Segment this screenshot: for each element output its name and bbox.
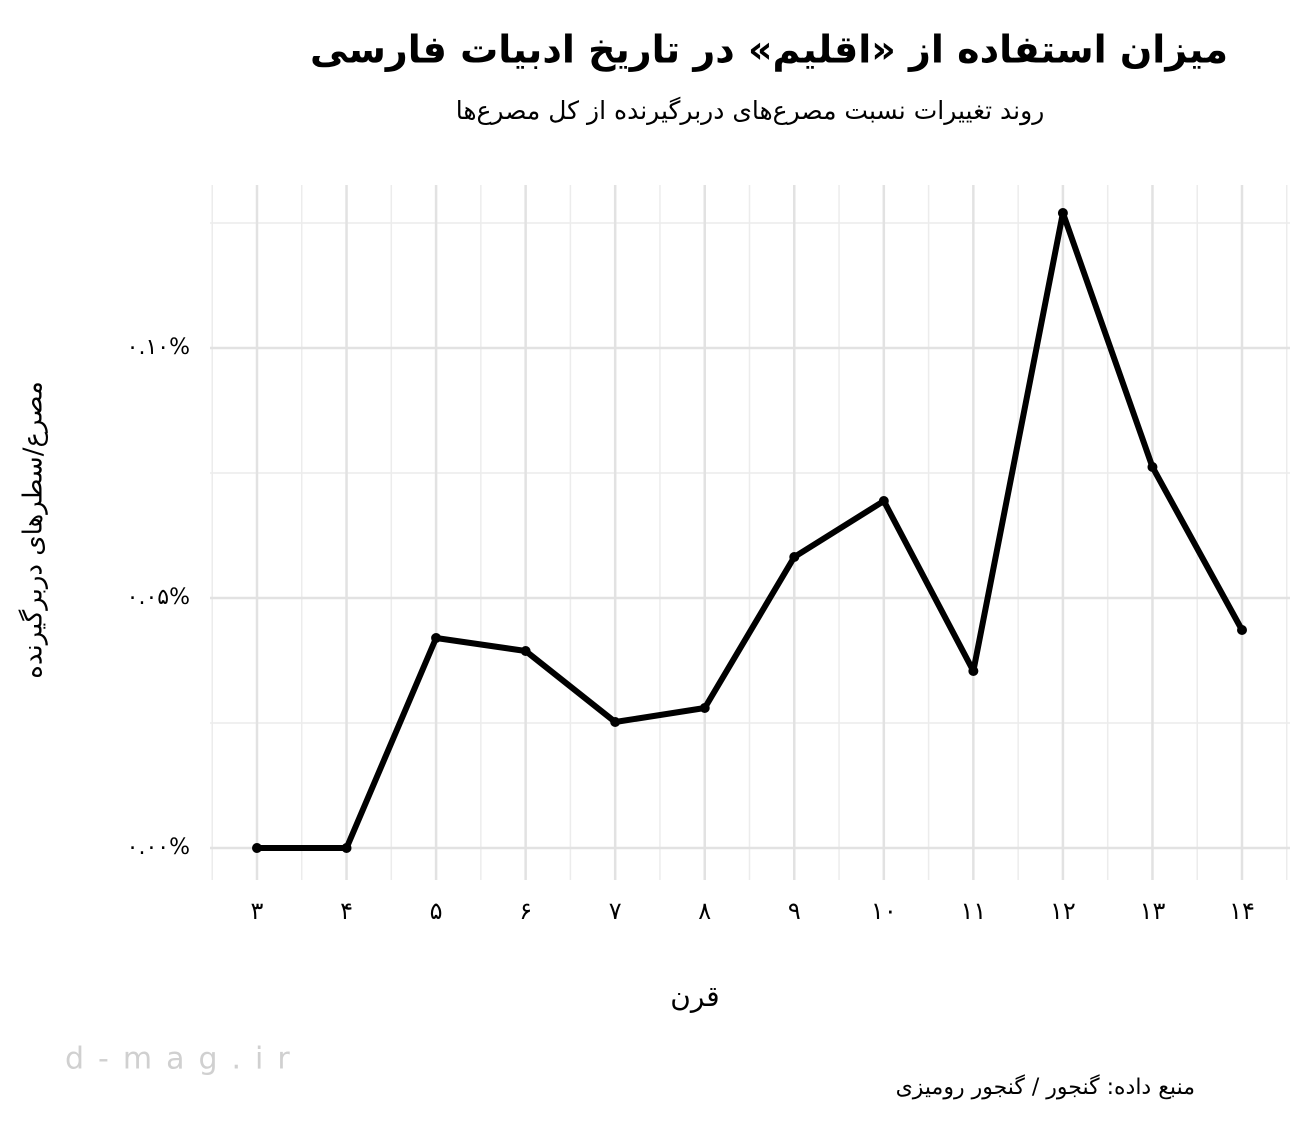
point	[878, 496, 889, 506]
point	[1147, 462, 1158, 472]
point	[1237, 625, 1247, 635]
x-tick-label: ۸	[698, 897, 711, 925]
x-tick-label: ۶	[519, 897, 532, 925]
point	[610, 717, 621, 727]
x-tick-label: ۹	[788, 897, 801, 925]
point	[341, 843, 352, 853]
y-tick-label: ۰.۰۰%	[127, 835, 190, 860]
point	[699, 703, 710, 713]
y-tick-label: ۰.۱۰%	[127, 335, 190, 360]
x-axis-label: قرن	[670, 980, 719, 1013]
point	[968, 666, 979, 676]
x-tick-label: ۴	[340, 897, 353, 925]
source: منبع داده: گنجور / گنجور رومیزی	[896, 1074, 1195, 1100]
point	[1057, 208, 1068, 218]
chart-title: میزان استفاده از «اقلیم» در تاریخ ادبیات…	[310, 28, 1228, 73]
x-tick-label: ۱۴	[1229, 897, 1255, 925]
x-tick-label: ۱۱	[960, 897, 986, 925]
point	[520, 646, 531, 656]
point	[431, 633, 442, 643]
point	[789, 552, 800, 562]
watermark: d-mag.ir	[65, 1042, 304, 1077]
y-axis-label: مصرع/سطرهای دربرگیرنده	[18, 381, 49, 679]
x-tick-label: ۳	[251, 897, 264, 925]
line	[257, 210, 1245, 851]
x-tick-label: ۱۰	[871, 897, 897, 925]
chart-subtitle: روند تغییرات نسبت مصرع‌های دربرگیرنده از…	[456, 96, 1045, 126]
point	[252, 843, 262, 853]
x-tick-label: ۱۲	[1050, 897, 1076, 925]
x-tick-label: ۱۳	[1140, 897, 1166, 925]
y-tick-label: ۰.۰۵%	[127, 585, 190, 610]
x-tick-label: ۷	[609, 897, 622, 925]
x-tick-label: ۵	[430, 897, 443, 925]
